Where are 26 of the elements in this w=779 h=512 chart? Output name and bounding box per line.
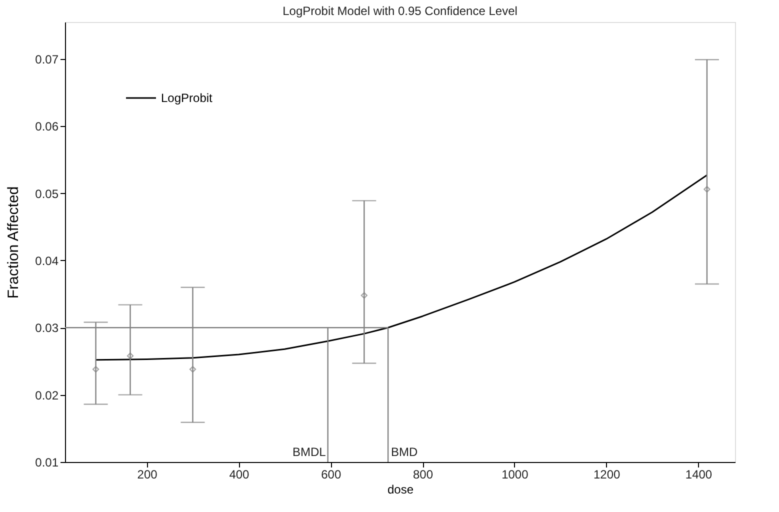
x-tick-label: 1000 xyxy=(502,468,529,482)
x-tick-label: 1200 xyxy=(593,468,620,482)
x-tick-label: 800 xyxy=(413,468,434,482)
point xyxy=(704,186,710,193)
y-axis-title: Fraction Affected xyxy=(5,186,22,299)
y-tick-label: 0.07 xyxy=(35,52,59,66)
ref-line-label: BMD xyxy=(391,445,418,459)
line-series xyxy=(95,174,708,361)
x-tick-label: 400 xyxy=(229,468,250,482)
y-tick-label: 0.05 xyxy=(35,186,59,201)
ref-line-label: BMDL xyxy=(292,445,326,459)
y-tick-label: 0.02 xyxy=(35,388,59,402)
x-tick-label: 200 xyxy=(137,468,158,482)
point xyxy=(360,292,368,299)
legend-label: LogProbit xyxy=(161,91,214,105)
y-tick-label: 0.06 xyxy=(35,120,59,134)
x-axis-title: dose xyxy=(387,482,414,496)
y-tick-label: 0.04 xyxy=(35,254,59,268)
chart-title: LogProbit Model with 0.95 Confidence Level xyxy=(282,4,518,18)
point xyxy=(189,366,196,373)
x-tick-label: 600 xyxy=(321,468,342,482)
y-tick-label: 0.03 xyxy=(35,321,59,336)
x-tick-label: 1400 xyxy=(685,468,712,482)
point xyxy=(92,366,100,373)
y-tick-label: 0.01 xyxy=(35,456,59,470)
point xyxy=(126,352,134,360)
